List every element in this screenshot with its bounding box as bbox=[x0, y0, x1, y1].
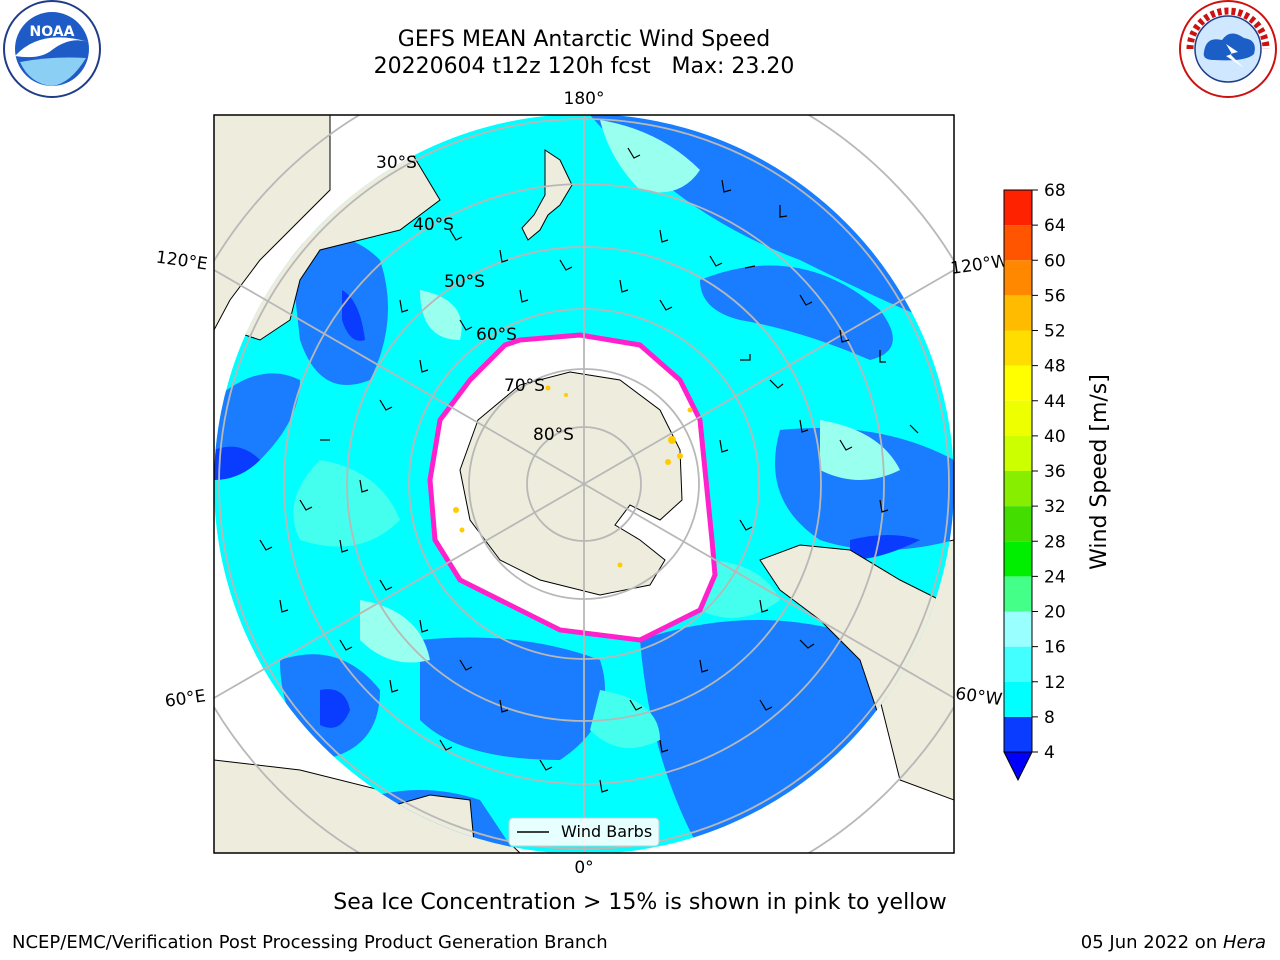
lat-label-60s: 60°S bbox=[476, 325, 517, 345]
colorbar-segment bbox=[1004, 435, 1032, 471]
wind-barbs bbox=[259, 147, 919, 793]
colorbar-tick-label: 36 bbox=[1044, 462, 1066, 482]
lat-label-40s: 40°S bbox=[413, 215, 454, 235]
lat-label-50s: 50°S bbox=[444, 272, 485, 292]
colorbar-segment bbox=[1004, 576, 1032, 612]
colorbar-tick-label: 64 bbox=[1044, 216, 1066, 236]
colorbar-segment bbox=[1004, 400, 1032, 436]
colorbar-segment bbox=[1004, 716, 1032, 752]
colorbar-tick-label: 32 bbox=[1044, 497, 1066, 517]
lon-label-60w: 60°W bbox=[954, 684, 1003, 710]
colorbar-segment bbox=[1004, 611, 1032, 647]
footer-date-text: 05 Jun 2022 on bbox=[1080, 932, 1223, 953]
colorbar-segment bbox=[1004, 365, 1032, 401]
colorbar-tick-label: 20 bbox=[1044, 603, 1066, 623]
colorbar-segment bbox=[1004, 541, 1032, 577]
colorbar-segment bbox=[1004, 646, 1032, 682]
colorbar-tick-label: 16 bbox=[1044, 638, 1066, 658]
lon-label-0: 0° bbox=[574, 858, 593, 878]
colorbar-tick-label: 12 bbox=[1044, 673, 1066, 693]
graticule bbox=[214, 115, 954, 853]
colorbar-tick-label: 60 bbox=[1044, 251, 1066, 271]
colorbar-segment bbox=[1004, 471, 1032, 507]
map-panel bbox=[214, 115, 954, 853]
colorbar-tick-label: 68 bbox=[1044, 181, 1066, 201]
svg-text:NOAA: NOAA bbox=[30, 24, 75, 40]
plot-title: GEFS MEAN Antarctic Wind Speed bbox=[397, 27, 771, 52]
colorbar-tick-label: 40 bbox=[1044, 427, 1066, 447]
wind-barbs-legend bbox=[508, 817, 660, 847]
colorbar-tick-label: 56 bbox=[1044, 286, 1066, 306]
footer-host: Hera bbox=[1222, 932, 1266, 953]
lat-label-70s: 70°S bbox=[504, 376, 545, 396]
colorbar-segment bbox=[1004, 260, 1032, 296]
colorbar-tick-label: 44 bbox=[1044, 392, 1066, 412]
sea-ice-caption: Sea Ice Concentration > 15% is shown in … bbox=[333, 890, 947, 915]
footer-credit: NCEP/EMC/Verification Post Processing Pr… bbox=[12, 932, 608, 953]
colorbar-segment bbox=[1004, 506, 1032, 542]
colorbar-segment bbox=[1004, 295, 1032, 331]
colorbar-tick-label: 8 bbox=[1044, 708, 1055, 728]
colorbar-segment bbox=[1004, 225, 1032, 261]
colorbar-tick-label: 28 bbox=[1044, 532, 1066, 552]
colorbar-segment bbox=[1004, 190, 1032, 226]
plot-subtitle: 20220604 t12z 120h fcst Max: 23.20 bbox=[373, 54, 795, 79]
lon-label-120e: 120°E bbox=[155, 248, 209, 275]
nws-logo-icon bbox=[1179, 0, 1277, 98]
colorbar-tick-label: 24 bbox=[1044, 567, 1066, 587]
lat-label-80s: 80°S bbox=[533, 425, 574, 445]
lon-label-60e: 60°E bbox=[164, 686, 207, 711]
colorbar-tick-label: 48 bbox=[1044, 357, 1066, 377]
colorbar-segment bbox=[1004, 330, 1032, 366]
footer-date: 05 Jun 2022 on Hera bbox=[1081, 932, 1266, 953]
lon-label-180: 180° bbox=[564, 89, 605, 109]
colorbar-segment bbox=[1004, 681, 1032, 717]
lat-label-30s: 30°S bbox=[376, 153, 417, 173]
colorbar-tick-label: 4 bbox=[1044, 743, 1055, 763]
colorbar-extend bbox=[1003, 751, 1033, 782]
colorbar-tick-label: 52 bbox=[1044, 322, 1066, 342]
noaa-logo-icon: NOAA bbox=[3, 0, 101, 98]
legend-label: Wind Barbs bbox=[561, 822, 652, 841]
colorbar-label: Wind Speed [m/s] bbox=[1087, 374, 1112, 570]
lon-label-120w: 120°W bbox=[949, 251, 1009, 279]
